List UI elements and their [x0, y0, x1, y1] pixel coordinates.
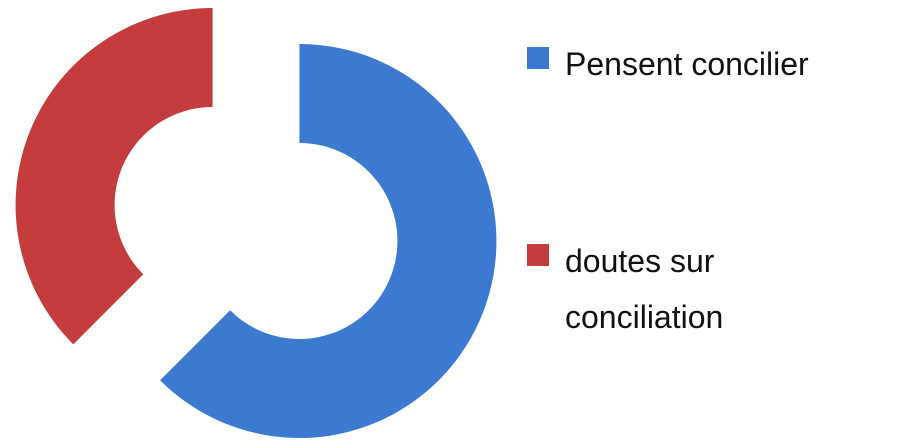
legend-label: doutes sur conciliation [565, 243, 724, 335]
legend-swatch [527, 244, 549, 266]
doughnut-segment [160, 43, 497, 438]
legend-label: Pensent concilier [565, 46, 809, 82]
legend-item: Pensent concilier [527, 36, 865, 92]
legend-swatch [527, 47, 549, 69]
legend-item: doutes sur conciliation [527, 233, 865, 345]
doughnut-segment [15, 8, 213, 345]
